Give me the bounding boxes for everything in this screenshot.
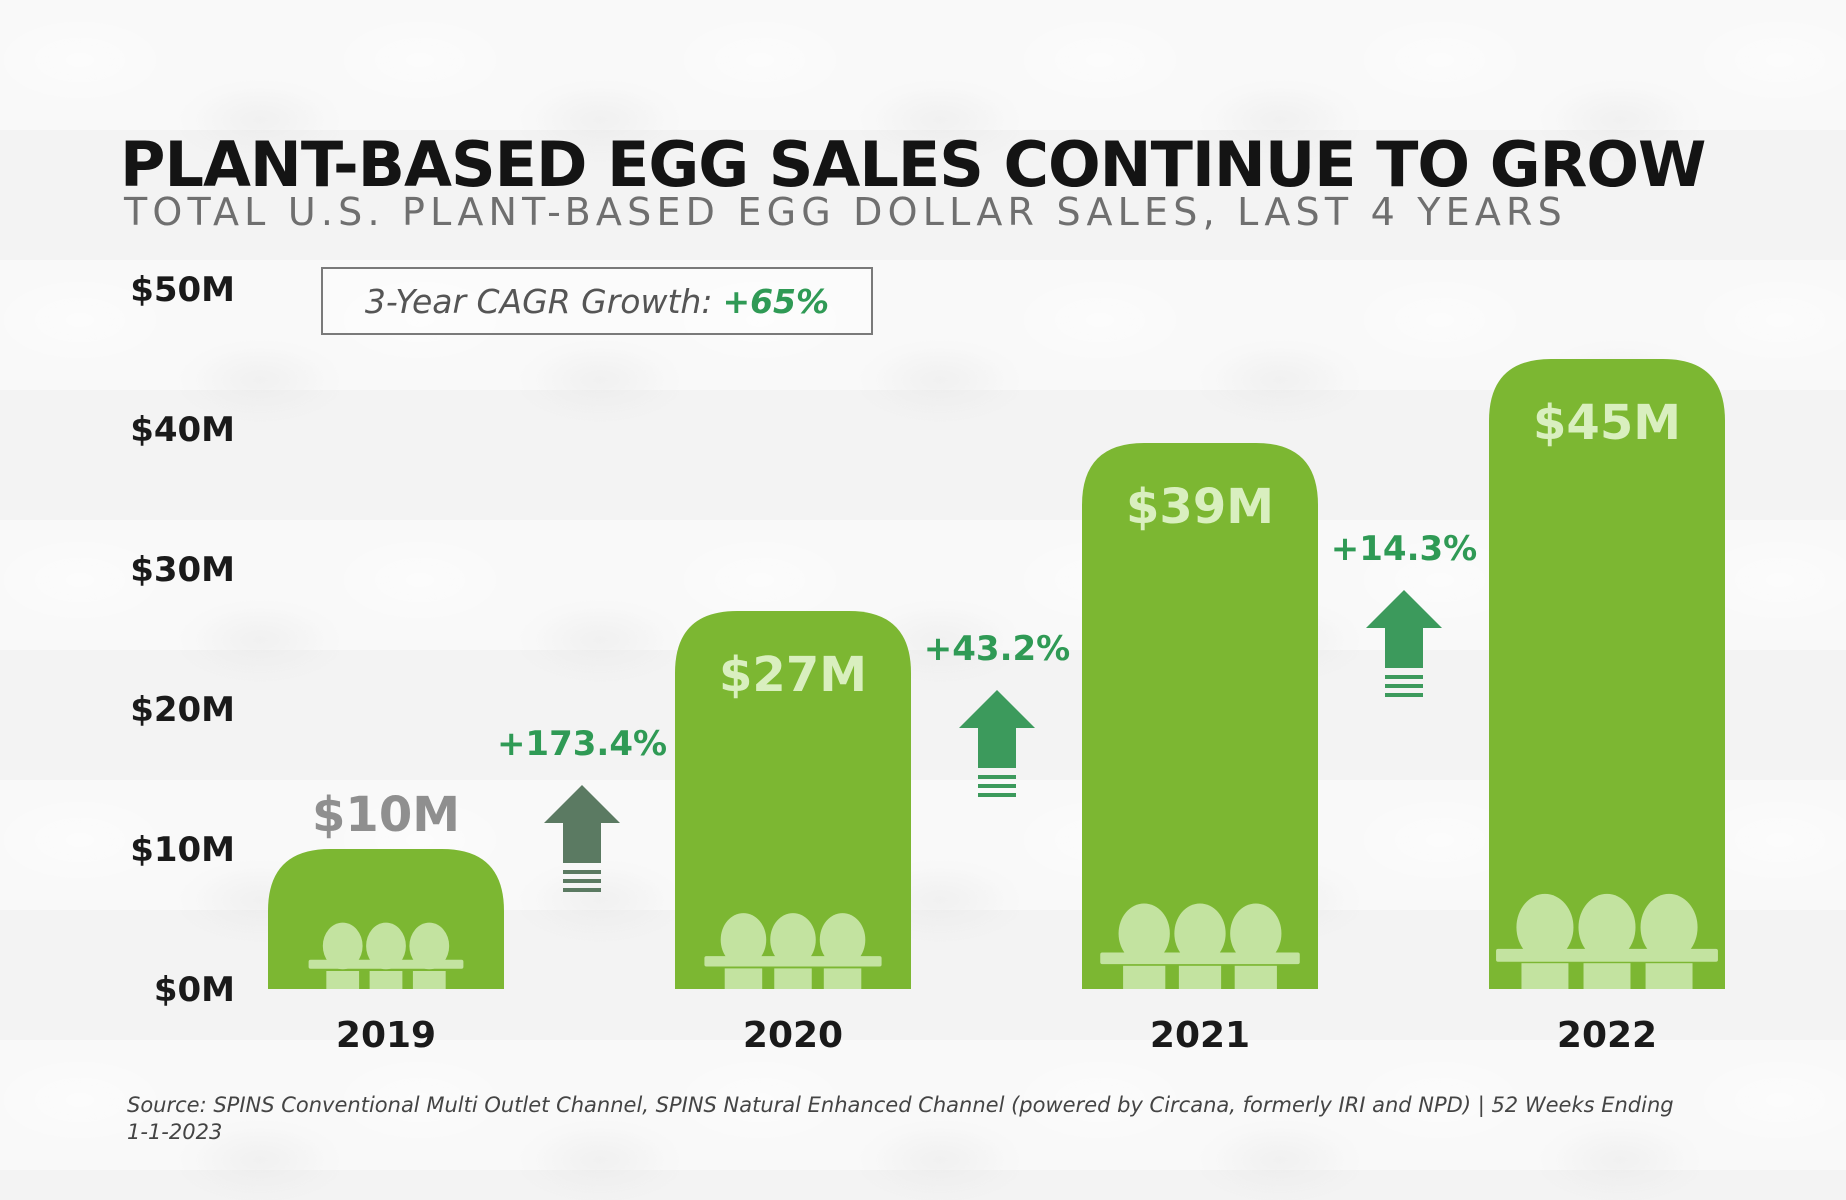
arrow-stripe-icon [1385, 693, 1423, 697]
up-arrow-icon [544, 785, 620, 863]
egg-tray-cup-icon [1234, 965, 1277, 989]
growth-label: +43.2% [924, 629, 1070, 669]
egg-icon [366, 922, 406, 970]
up-arrow-icon [1366, 590, 1442, 668]
bar-2020 [675, 611, 911, 989]
egg-tray-cup-icon [1178, 965, 1222, 989]
data-label: $39M [1126, 479, 1274, 535]
y-tick-label: $20M [130, 690, 235, 730]
x-tick-label: 2019 [336, 1015, 436, 1056]
egg-tray-cup-icon [1123, 965, 1166, 989]
growth-label: +14.3% [1331, 529, 1477, 569]
egg-icon [322, 922, 363, 970]
egg-tray-cup-icon [1583, 963, 1631, 989]
x-tick-label: 2020 [743, 1015, 843, 1056]
egg-icon [819, 913, 866, 967]
egg-tray-cup-icon [326, 971, 360, 989]
y-tick-label: $30M [130, 550, 235, 590]
bar-2022 [1489, 359, 1725, 989]
x-tick-label: 2022 [1557, 1015, 1657, 1056]
arrow-stripe-icon [978, 784, 1016, 788]
egg-icon [720, 913, 767, 967]
egg-icon [409, 922, 450, 970]
egg-icon [1230, 903, 1282, 964]
data-label: $27M [719, 647, 867, 703]
arrow-stripe-icon [563, 888, 601, 892]
chart-subtitle: TOTAL U.S. PLANT-BASED EGG DOLLAR SALES,… [124, 190, 1567, 234]
y-tick-label: $40M [130, 410, 235, 450]
cagr-box: 3-Year CAGR Growth: +65% [321, 267, 873, 335]
y-tick-label: $0M [154, 970, 235, 1010]
arrow-stripe-icon [563, 879, 601, 883]
y-tick-label: $10M [130, 830, 235, 870]
egg-tray-icon [308, 959, 464, 969]
data-label: $45M [1533, 395, 1681, 451]
cagr-value: +65% [722, 281, 830, 321]
source-note: Source: SPINS Conventional Multi Outlet … [127, 1093, 1674, 1144]
egg-tray-cup-icon [823, 968, 862, 989]
egg-icon [1640, 893, 1698, 961]
arrow-stripe-icon [1385, 675, 1423, 679]
x-tick-label: 2021 [1150, 1015, 1250, 1056]
egg-tray-icon [1100, 952, 1300, 965]
arrow-stripe-icon [978, 793, 1016, 797]
growth-label: +173.4% [497, 724, 667, 764]
y-tick-label: $50M [130, 270, 235, 310]
egg-icon [1174, 903, 1226, 964]
data-label: $10M [312, 787, 460, 843]
cagr-label: 3-Year CAGR Growth: [364, 281, 713, 321]
egg-tray-cup-icon [724, 968, 763, 989]
egg-tray-cup-icon [412, 971, 446, 989]
egg-tray-icon [704, 956, 882, 967]
egg-tray-cup-icon [774, 968, 812, 989]
egg-tray-cup-icon [1521, 963, 1569, 989]
up-arrow-icon [959, 690, 1035, 768]
egg-icon [1118, 903, 1170, 964]
arrow-stripe-icon [978, 775, 1016, 779]
bar-2021 [1082, 443, 1318, 989]
egg-icon [770, 913, 816, 967]
egg-tray-cup-icon [1645, 963, 1693, 989]
egg-tray-icon [1496, 948, 1718, 962]
egg-icon [1578, 893, 1636, 961]
egg-tray-cup-icon [369, 971, 403, 989]
arrow-stripe-icon [1385, 684, 1423, 688]
arrow-stripe-icon [563, 870, 601, 874]
egg-icon [1516, 893, 1574, 961]
chart-title: PLANT-BASED EGG SALES CONTINUE TO GROW [120, 128, 1706, 201]
